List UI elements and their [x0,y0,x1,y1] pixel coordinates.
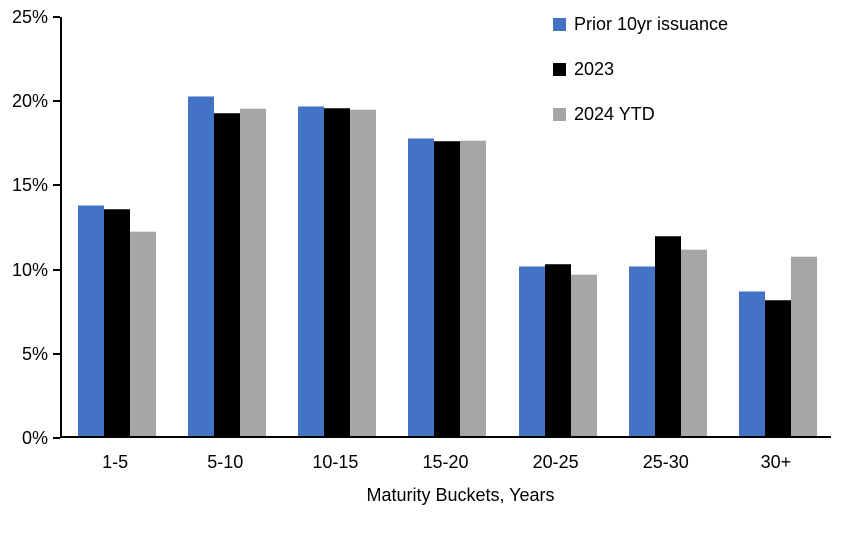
legend: Prior 10yr issuance 2023 2024 YTD [553,14,728,125]
bar-2024-ytd-20-25 [570,274,597,436]
bar-group-20-25 [503,264,613,436]
y-tick-25 [53,16,60,18]
bar-2024-ytd-25-30 [680,249,707,436]
bar-2024-ytd-30 [790,255,817,436]
y-tick-10 [53,268,60,271]
bar-2023-1-5 [104,208,131,436]
x-tick-label-25-30: 25-30 [642,452,689,472]
legend-swatch-icon [553,108,566,121]
y-tick-15 [53,184,60,187]
x-tick-label-20-25: 20-25 [532,452,579,472]
legend-label: 2024 YTD [574,104,655,124]
bar-prior-10yr-issuance-15-20 [408,137,435,436]
bar-2023-10-15 [324,107,351,436]
bar-group-25-30 [613,235,723,436]
y-tick-5 [53,352,60,355]
y-tick-label-15: 15% [11,175,48,196]
bar-2023-20-25 [544,264,571,436]
legend-label: Prior 10yr issuance [574,14,729,34]
x-tick-label-5-10: 5-10 [207,452,244,472]
legend-swatch-icon [553,18,566,31]
bar-prior-10yr-issuance-1-5 [78,205,105,436]
x-tick-label-10-15: 10-15 [312,452,359,472]
bar-2024-ytd-10-15 [350,109,377,436]
bar-2023-30 [764,299,791,436]
legend-item-prior-10yr-issuance: Prior 10yr issuance [553,14,728,35]
bar-2023-25-30 [654,235,681,436]
bar-2023-15-20 [434,141,461,436]
bar-group-15-20 [392,137,502,436]
bar-prior-10yr-issuance-30 [738,291,765,436]
legend-item-2024-ytd: 2024 YTD [553,104,728,125]
plot-area [60,17,831,438]
x-axis-title: Maturity Buckets, Years [366,485,555,505]
x-tick-label-15-20: 15-20 [422,452,469,472]
bar-2024-ytd-1-5 [130,230,157,436]
y-tick-label-25: 25% [11,7,48,27]
y-tick-20 [53,100,60,103]
bar-group-10-15 [282,105,392,436]
x-tick-label-30: 30+ [760,452,792,472]
bar-group-5-10 [172,95,282,436]
y-tick-label-0: 0% [21,428,48,448]
bar-group-30 [723,255,833,436]
bar-prior-10yr-issuance-10-15 [298,105,325,436]
bar-2024-ytd-15-20 [460,139,487,436]
bar-2023-5-10 [214,112,241,436]
y-tick-label-5: 5% [21,343,48,364]
bar-group-1-5 [62,205,172,436]
legend-item-2023: 2023 [553,59,728,80]
legend-label: 2023 [574,59,615,79]
bar-prior-10yr-issuance-25-30 [628,265,655,436]
x-tick-label-1-5: 1-5 [102,452,129,472]
y-tick-label-20: 20% [11,91,48,112]
bar-prior-10yr-issuance-5-10 [188,95,215,436]
y-tick-0 [53,437,60,439]
y-tick-label-10: 10% [11,259,48,280]
legend-swatch-icon [553,63,566,76]
bar-prior-10yr-issuance-20-25 [518,265,545,436]
bar-2024-ytd-5-10 [240,107,267,436]
